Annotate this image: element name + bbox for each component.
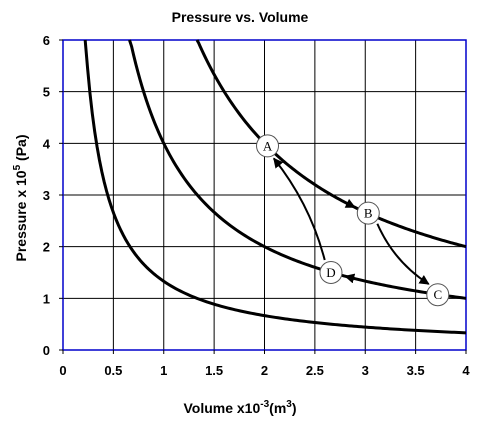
y-axis-ticks: 0 1 2 3 4 5 6 [43,33,63,358]
arrow-d-to-a [273,157,326,261]
arrow-a-to-b [278,156,356,209]
y-tick-label: 2 [43,240,50,255]
x-tick-label: 1 [160,363,167,378]
arrow-c-to-d [344,273,424,294]
state-point-d [319,261,343,284]
x-tick-label: 2.5 [306,363,324,378]
x-tick-label: 2 [261,363,268,378]
y-tick-label: 3 [43,188,50,203]
x-tick-label: 1.5 [205,363,223,378]
state-point-c [426,283,450,307]
arrow-b-to-c [376,223,430,285]
chart-title: Pressure vs. Volume [172,9,309,25]
grid-lines [63,40,466,350]
state-points: A B C D [256,134,450,307]
state-point-label: C [433,287,442,302]
y-tick-label: 1 [43,291,50,306]
state-point-label: A [263,138,273,153]
x-tick-label: 0 [59,363,66,378]
state-point-label: B [364,206,373,221]
state-point-label: D [326,265,335,280]
x-tick-label: 3.5 [407,363,425,378]
y-axis-label: Pressure x 105 (Pa) [12,135,29,262]
y-tick-label: 6 [43,33,50,48]
isotherm-line [83,39,467,335]
process-arrows [273,156,430,294]
y-tick-label: 5 [43,85,50,100]
state-point-a [256,134,280,158]
x-axis-ticks: 0 0.5 1 1.5 2 2.5 3 3.5 4 [59,350,470,378]
x-tick-label: 3 [362,363,369,378]
y-tick-label: 4 [43,136,51,151]
x-tick-label: 0.5 [104,363,122,378]
x-axis-label: Volume x10-3(m3) [183,399,296,416]
state-point-b [356,201,380,225]
x-tick-label: 4 [462,363,470,378]
y-tick-label: 0 [43,343,50,358]
